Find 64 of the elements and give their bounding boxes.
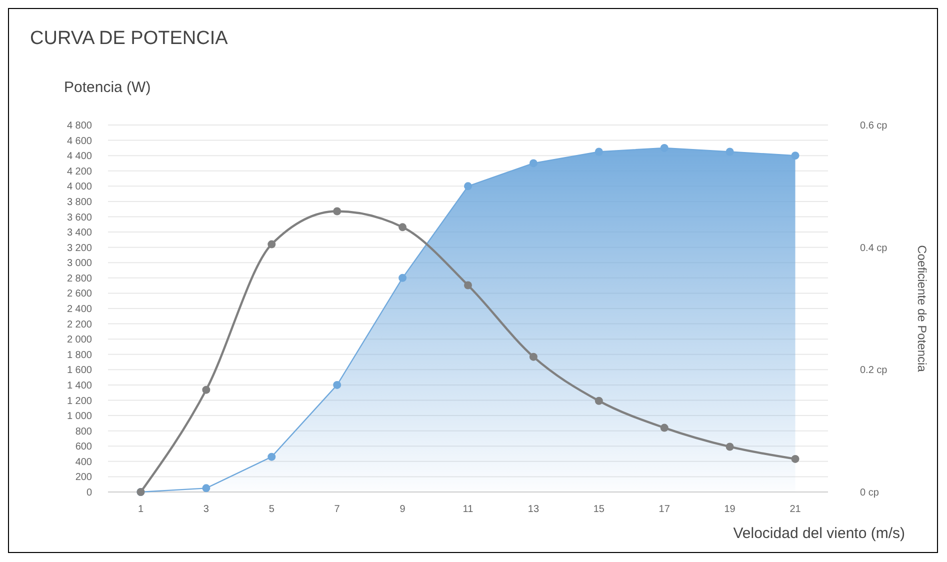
y-tick-label: 3 600: [66, 212, 92, 224]
y2-tick-label: 0.2 cp: [860, 365, 888, 376]
y-tick-label: 0: [86, 488, 92, 498]
y-tick-label: 3 000: [66, 258, 92, 270]
point: [594, 148, 603, 156]
point: [529, 352, 538, 361]
x-tick-label: 11: [462, 504, 474, 515]
point: [726, 442, 734, 451]
point: [202, 386, 210, 394]
point: [726, 148, 734, 156]
x-axis-title: Velocidad del viento (m/s): [733, 525, 905, 542]
x-tick-label: 21: [790, 504, 802, 515]
y-tick-label: 4 400: [66, 151, 92, 162]
y-tick-label: 2 200: [66, 319, 92, 330]
point: [791, 152, 800, 160]
y-tick-label: 3 400: [66, 228, 92, 239]
x-tick-label: 9: [400, 504, 406, 515]
y-tick-label: 2 400: [66, 304, 92, 315]
chart-title: CURVA DE POTENCIA: [30, 28, 228, 49]
x-tick-label: 7: [334, 504, 340, 515]
x-tick-label: 13: [528, 504, 540, 515]
y-tick-label: 200: [75, 472, 92, 484]
point: [660, 424, 668, 432]
point: [268, 240, 276, 248]
y-tick-label: 1 400: [66, 380, 92, 392]
y-tick-label: 4 800: [66, 120, 92, 132]
y-tick-label: 1 000: [66, 411, 92, 422]
y-tick-label: 600: [75, 442, 92, 453]
point: [529, 159, 538, 168]
point: [268, 452, 276, 461]
x-tick-label: 15: [593, 504, 605, 515]
y-tick-label: 400: [75, 456, 92, 468]
y-tick-label: 800: [75, 426, 92, 438]
y-tick-label: 4 000: [66, 182, 92, 193]
point: [660, 144, 668, 152]
y2-axis-title: Coeficiente de Potencia: [915, 245, 929, 372]
point: [791, 454, 800, 463]
x-tick-label: 1: [138, 504, 144, 515]
y-tick-label: 1 200: [66, 396, 92, 407]
point: [398, 274, 407, 282]
y-tick-label: 1 600: [66, 365, 92, 376]
y2-tick-label: 0.4 cp: [860, 242, 888, 254]
x-tick-label: 17: [658, 504, 670, 515]
x-tick-label: 3: [203, 504, 210, 515]
point: [398, 223, 407, 232]
y-tick-label: 4 200: [66, 166, 92, 178]
y2-tick-label: 0 cp: [860, 488, 880, 498]
y-tick-label: 3 800: [66, 196, 92, 208]
point: [333, 380, 342, 389]
point: [202, 484, 210, 492]
y-tick-label: 1 800: [66, 350, 92, 361]
y-tick-label: 3 200: [66, 242, 92, 254]
y-tick-label: 4 600: [66, 136, 92, 147]
point: [464, 281, 472, 290]
point: [333, 207, 342, 216]
y2-tick-label: 0.6 cp: [860, 120, 888, 132]
x-tick-label: 5: [268, 504, 275, 515]
y-axis-title: Potencia (W): [64, 79, 151, 96]
y-tick-label: 2 800: [66, 273, 92, 284]
point: [464, 182, 472, 190]
point: [594, 396, 603, 405]
x-tick-label: 19: [724, 504, 736, 515]
y-tick-label: 2 000: [66, 334, 92, 346]
y-tick-label: 2 600: [66, 288, 92, 300]
